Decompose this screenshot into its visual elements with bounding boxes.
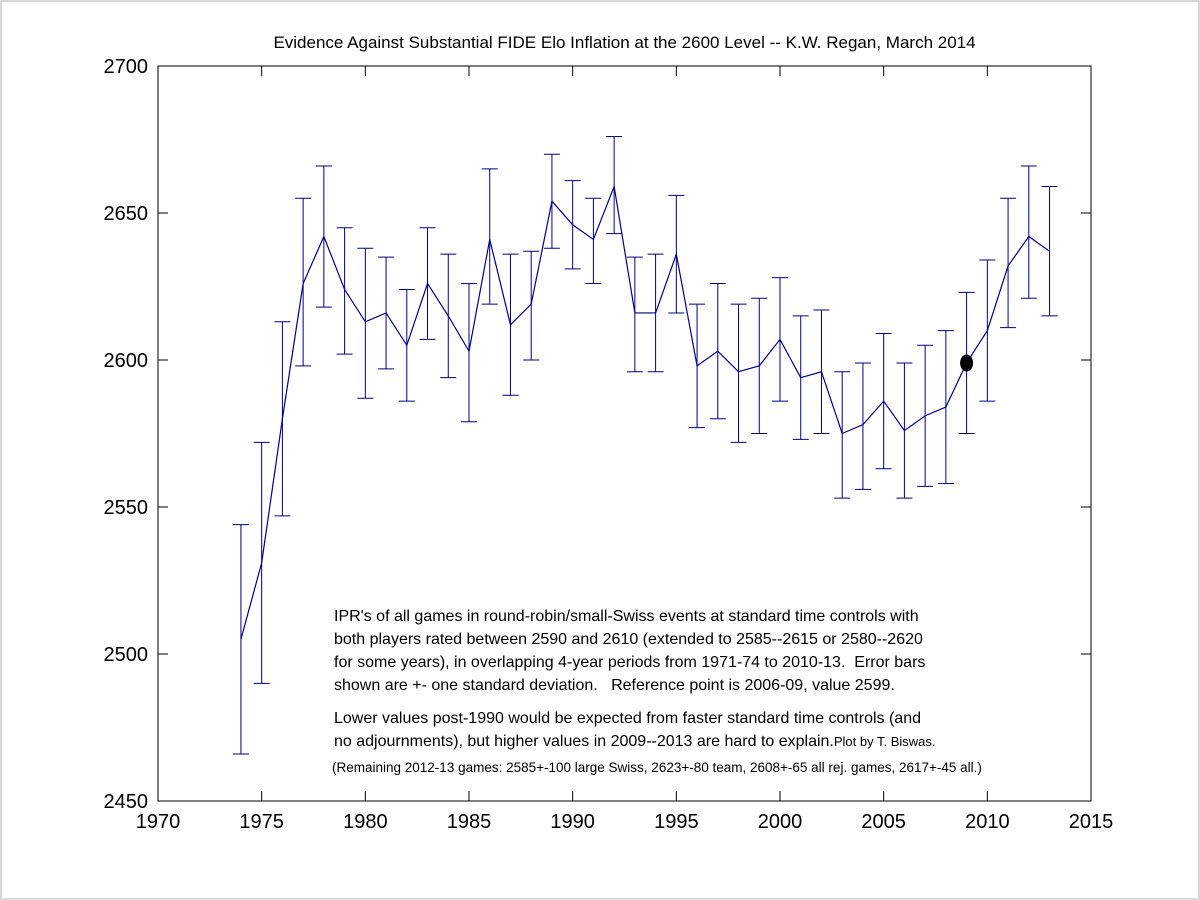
- y-tick-label: 2650: [104, 203, 149, 225]
- x-tick-label: 2015: [1069, 811, 1114, 833]
- x-tick-label: 1975: [239, 811, 284, 833]
- x-tick-label: 1990: [550, 811, 595, 833]
- x-tick-label: 2005: [861, 811, 906, 833]
- annotation-methodology: IPR's of all games in round-robin/small-…: [334, 608, 926, 694]
- y-tick-label: 2700: [104, 56, 149, 78]
- x-tick-label: 1980: [343, 811, 388, 833]
- annotation-discussion-text: Lower values post-1990 would be expected…: [334, 710, 921, 750]
- annotation-credit: Plot by T. Biswas.: [833, 734, 936, 749]
- annotation-discussion: Lower values post-1990 would be expected…: [334, 707, 1094, 753]
- chart-title: Evidence Against Substantial FIDE Elo In…: [273, 33, 976, 52]
- y-tick-label: 2500: [104, 644, 149, 666]
- axis-tick-labels: 1970 1975 1980 1985 1990 1995 2000 2005 2010 2015…: [104, 56, 1114, 833]
- x-tick-label: 2000: [758, 811, 803, 833]
- reference-point-dot: [960, 354, 974, 372]
- annotation-footnote: (Remaining 2012-13 games: 2585+-100 larg…: [332, 760, 982, 775]
- x-tick-label: 1970: [136, 811, 181, 833]
- axes-box: [157, 65, 1092, 802]
- y-tick-label: 2600: [104, 350, 149, 372]
- x-tick-label: 1995: [654, 811, 699, 833]
- y-tick-label: 2550: [104, 497, 149, 519]
- axis-ticks: [157, 65, 1092, 802]
- x-tick-label: 2010: [965, 811, 1010, 833]
- y-tick-label: 2450: [104, 791, 149, 813]
- series-line: [240, 184, 1050, 640]
- x-tick-label: 1985: [447, 811, 492, 833]
